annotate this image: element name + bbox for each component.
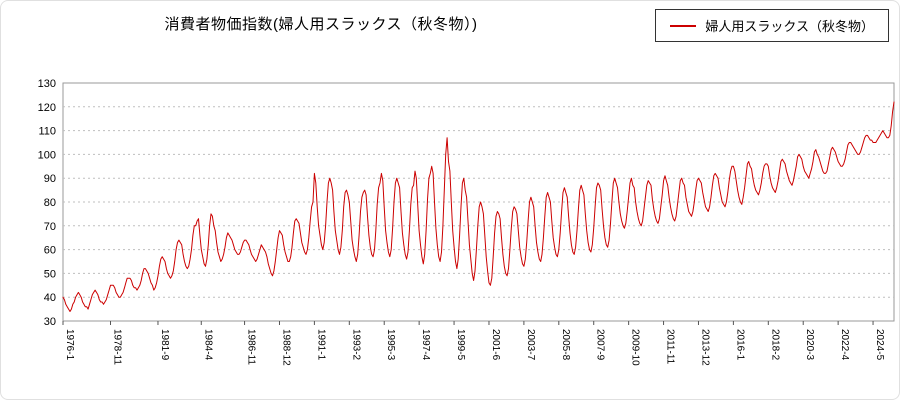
- svg-text:30: 30: [44, 316, 56, 328]
- svg-text:130: 130: [38, 78, 56, 90]
- svg-text:120: 120: [38, 102, 56, 114]
- svg-text:2001-6: 2001-6: [490, 329, 501, 361]
- svg-text:1978-11: 1978-11: [111, 329, 122, 365]
- svg-text:2024-5: 2024-5: [874, 329, 885, 361]
- svg-text:2003-7: 2003-7: [525, 329, 536, 361]
- svg-text:2007-9: 2007-9: [595, 329, 606, 361]
- svg-text:1993-2: 1993-2: [350, 329, 361, 361]
- svg-text:40: 40: [44, 292, 56, 304]
- chart-title: 消費者物価指数(婦人用スラックス（秋冬物）): [164, 16, 478, 33]
- svg-text:80: 80: [44, 197, 56, 209]
- svg-text:2005-8: 2005-8: [560, 329, 571, 361]
- svg-text:60: 60: [44, 245, 56, 257]
- svg-text:1976-1: 1976-1: [64, 329, 75, 361]
- svg-text:2020-3: 2020-3: [804, 329, 815, 361]
- svg-text:2018-2: 2018-2: [769, 329, 780, 361]
- svg-text:100: 100: [38, 149, 56, 161]
- legend: 婦人用スラックス（秋冬物）: [655, 9, 889, 42]
- svg-text:1984-4: 1984-4: [202, 329, 213, 361]
- svg-text:110: 110: [38, 126, 56, 138]
- svg-text:2011-11: 2011-11: [665, 329, 676, 365]
- legend-label: 婦人用スラックス（秋冬物）: [705, 19, 874, 34]
- svg-text:1981-9: 1981-9: [159, 329, 170, 361]
- svg-text:2022-4: 2022-4: [839, 329, 850, 361]
- svg-text:70: 70: [44, 221, 56, 233]
- svg-text:2016-1: 2016-1: [734, 329, 745, 361]
- svg-text:1991-1: 1991-1: [315, 329, 326, 361]
- svg-text:2009-10: 2009-10: [630, 329, 641, 366]
- svg-text:1986-11: 1986-11: [246, 329, 257, 365]
- svg-text:1999-5: 1999-5: [455, 329, 466, 361]
- svg-text:1995-3: 1995-3: [385, 329, 396, 361]
- legend-line-icon: [670, 24, 697, 27]
- svg-text:90: 90: [44, 173, 56, 185]
- svg-text:1988-12: 1988-12: [280, 329, 291, 366]
- svg-text:2013-12: 2013-12: [699, 329, 710, 366]
- svg-text:50: 50: [44, 268, 56, 280]
- svg-text:1997-4: 1997-4: [420, 329, 431, 361]
